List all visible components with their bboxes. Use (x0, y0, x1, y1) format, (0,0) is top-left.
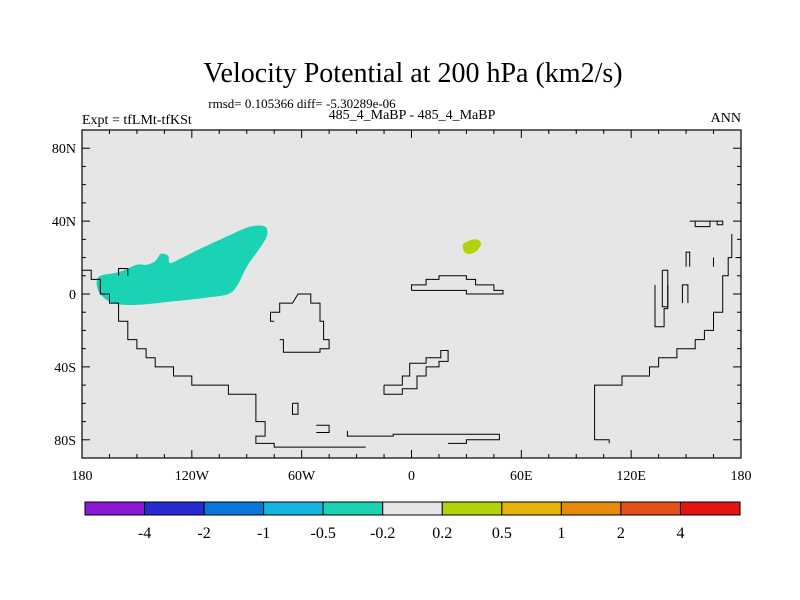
x-tick-label: 60W (288, 469, 316, 484)
colorbar-label: 4 (676, 525, 684, 542)
colorbar-box (560, 501, 622, 516)
colorbar-label: -0.5 (311, 525, 336, 542)
coastline (685, 251, 691, 267)
coastline (681, 284, 689, 304)
y-tick-label: 40N (52, 215, 76, 230)
x-tick-label: 120E (616, 469, 646, 484)
negative-anomaly-pacific-region (96, 225, 268, 306)
center-label: 485_4_MaBP - 485_4_MaBP (329, 108, 496, 123)
stats-label: rmsd= 0.105366 diff= -5.30289e-06 (208, 96, 396, 111)
colorbar-box (620, 501, 681, 516)
colorbar-label: -4 (138, 525, 151, 542)
colorbar-box (203, 501, 265, 516)
chart-title: Velocity Potential at 200 hPa (km2/s) (203, 58, 622, 89)
coastline (82, 269, 366, 448)
right-label: ANN (711, 111, 741, 126)
x-tick-label: 180 (731, 469, 752, 484)
x-tick-label: 120W (175, 469, 210, 484)
coastline (316, 424, 330, 433)
colorbar-box (382, 501, 443, 516)
colorbar-box (501, 501, 562, 516)
colorbar-label: -0.2 (370, 525, 395, 542)
left-label: Expt = tfLMt-tfKSt (82, 113, 192, 128)
colorbar-label: -2 (197, 525, 210, 542)
colorbar-label: 1 (557, 525, 565, 542)
coastline (292, 402, 299, 415)
y-tick-label: 0 (69, 288, 76, 303)
x-tick-label: 180 (72, 469, 93, 484)
colorbar-label: 0.5 (492, 525, 512, 542)
coastline (383, 350, 449, 395)
y-tick-label: 80S (54, 434, 76, 449)
x-tick-label: 0 (408, 469, 415, 484)
coastline (594, 233, 733, 444)
colorbar-label: 2 (617, 525, 625, 542)
colorbar-box (441, 501, 503, 516)
colorbar-box (679, 501, 741, 516)
coastline (689, 220, 724, 228)
positive-anomaly-asia-region (462, 239, 482, 254)
x-tick-label: 60E (510, 469, 533, 484)
coastline (270, 293, 330, 353)
coastline (661, 269, 669, 308)
coastline (118, 268, 129, 276)
colorbar-box (322, 501, 384, 516)
coastline (411, 275, 504, 295)
colorbar-label: -1 (257, 525, 270, 542)
colorbar-box (144, 501, 205, 516)
coastline (346, 430, 500, 444)
y-tick-label: 40S (54, 361, 76, 376)
colorbar-label: 0.2 (432, 525, 452, 542)
colorbar-box (84, 501, 146, 516)
y-tick-label: 80N (52, 142, 76, 157)
colorbar-box (263, 501, 324, 516)
